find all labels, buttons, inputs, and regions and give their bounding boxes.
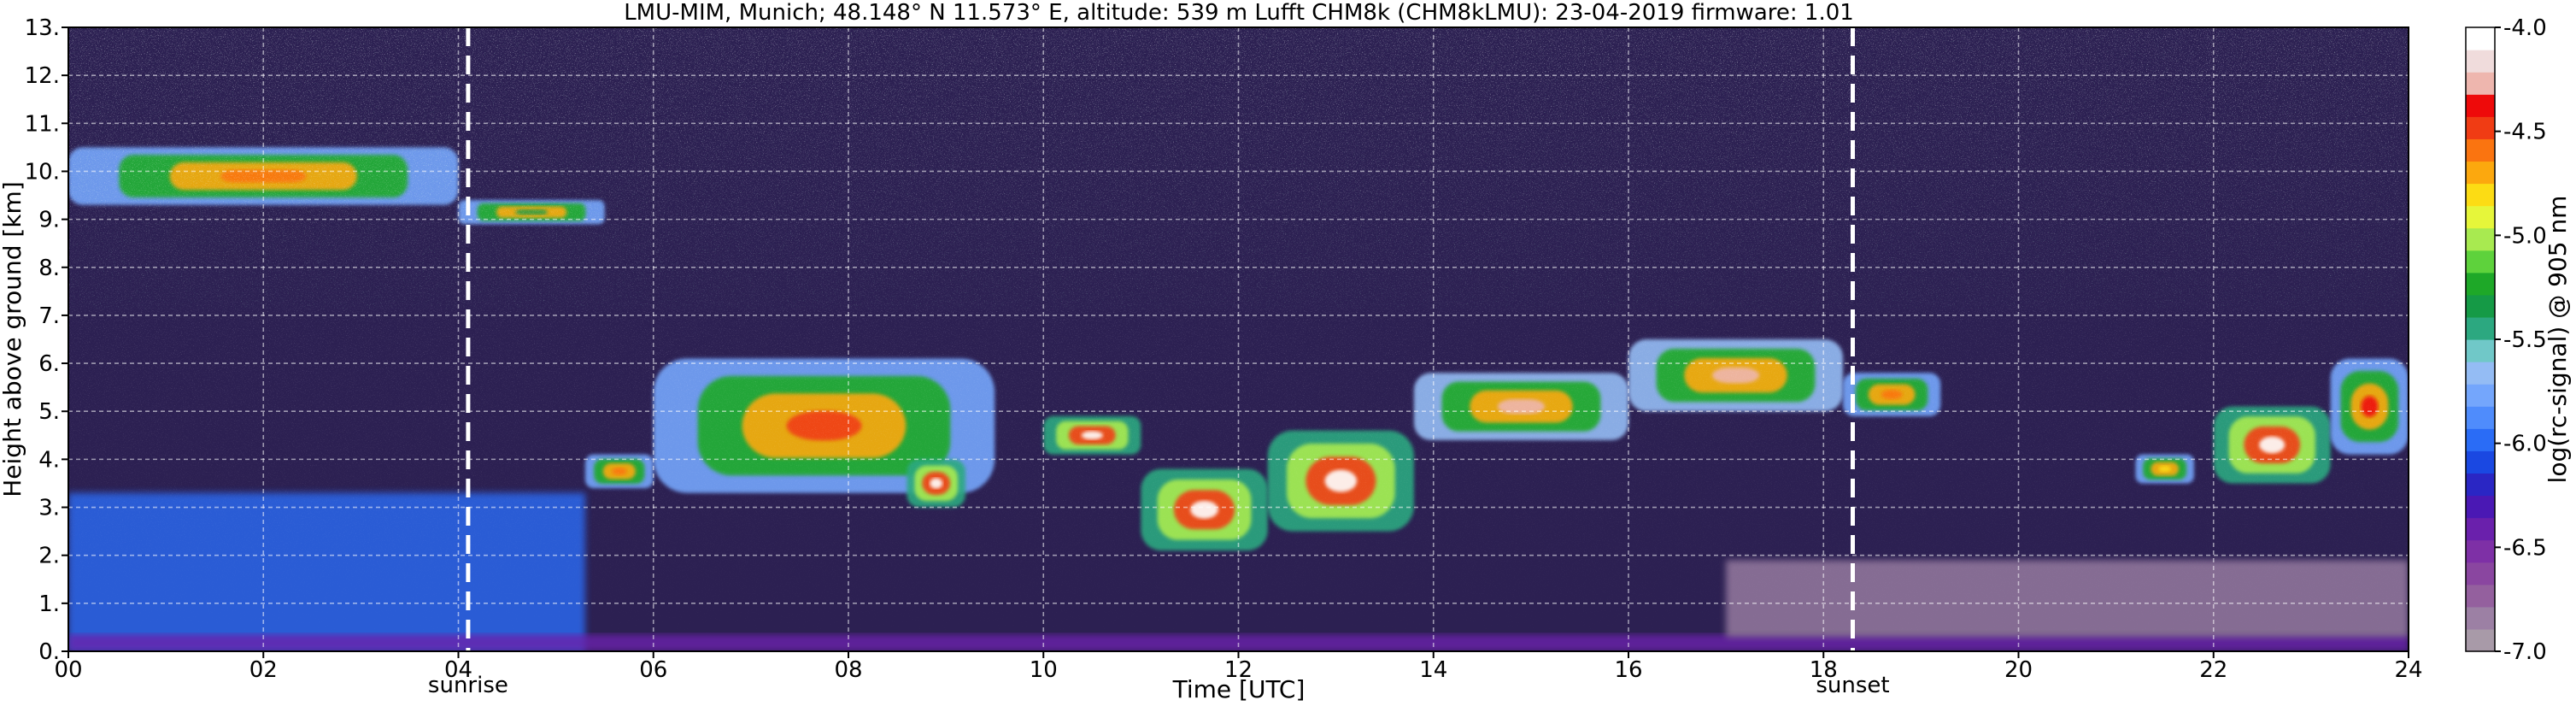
x-tick-label: 22 bbox=[2199, 657, 2227, 683]
colorbar-swatch bbox=[2466, 384, 2495, 407]
chart-title: LMU-MIM, Munich; 48.148° N 11.573° E, al… bbox=[624, 0, 1854, 26]
colorbar-swatch bbox=[2466, 562, 2495, 585]
colorbar-swatch bbox=[2466, 362, 2495, 385]
colorbar-swatch bbox=[2466, 183, 2495, 207]
y-axis-label: Height above ground [km] bbox=[0, 181, 26, 497]
y-tick-label: 1. bbox=[38, 591, 60, 617]
y-tick-label: 8. bbox=[38, 256, 60, 281]
colorbar-swatch bbox=[2466, 72, 2495, 95]
colorbar-swatch bbox=[2466, 495, 2495, 519]
colorbar-swatch bbox=[2466, 339, 2495, 362]
y-tick-label: 0. bbox=[38, 639, 60, 665]
colorbar-tick-label: -6.5 bbox=[2503, 535, 2547, 561]
colorbar-swatch bbox=[2466, 250, 2495, 274]
colorbar-swatch bbox=[2466, 227, 2495, 251]
sunrise-label: sunrise bbox=[428, 673, 508, 698]
y-tick-label: 13. bbox=[25, 15, 60, 41]
colorbar-swatch bbox=[2466, 138, 2495, 162]
colorbar-swatch bbox=[2466, 606, 2495, 630]
colorbar-tick-label: -5.0 bbox=[2503, 223, 2547, 249]
y-tick-label: 11. bbox=[25, 111, 60, 137]
colorbar-swatch bbox=[2466, 406, 2495, 429]
x-axis-label: Time [UTC] bbox=[1172, 675, 1306, 703]
sunset-label: sunset bbox=[1816, 673, 1889, 698]
y-tick-label: 2. bbox=[38, 544, 60, 569]
y-tick-label: 4. bbox=[38, 447, 60, 473]
x-tick-label: 02 bbox=[249, 657, 278, 683]
colorbar-swatch bbox=[2466, 517, 2495, 541]
x-tick-label: 08 bbox=[834, 657, 862, 683]
colorbar-swatch bbox=[2466, 428, 2495, 451]
colorbar-tick-label: -4.5 bbox=[2503, 120, 2547, 145]
colorbar-swatch bbox=[2466, 272, 2495, 296]
x-tick-label: 20 bbox=[2004, 657, 2033, 683]
x-tick-label: 04 bbox=[444, 657, 472, 683]
x-tick-label: 16 bbox=[1614, 657, 1642, 683]
x-tick-label: 10 bbox=[1030, 657, 1058, 683]
colorbar-swatch bbox=[2466, 50, 2495, 73]
colorbar-swatch bbox=[2466, 205, 2495, 229]
sun-events bbox=[466, 27, 1855, 651]
colorbar-swatch bbox=[2466, 584, 2495, 608]
event-labels: sunrise sunset bbox=[428, 673, 1890, 698]
colorbar-tick-label: -5.5 bbox=[2503, 327, 2547, 353]
colorbar-tick-label: -4.0 bbox=[2503, 15, 2547, 41]
y-tick-label: 9. bbox=[38, 208, 60, 233]
colorbar-swatch bbox=[2466, 628, 2495, 652]
x-tick-label: 18 bbox=[1810, 657, 1838, 683]
x-tick-label: 00 bbox=[54, 657, 82, 683]
x-tick-label: 12 bbox=[1224, 657, 1253, 683]
colorbar-tick-label: -6.0 bbox=[2503, 432, 2547, 457]
colorbar-swatch bbox=[2466, 316, 2495, 340]
y-tick-label: 7. bbox=[38, 303, 60, 329]
y-tick-label: 6. bbox=[38, 351, 60, 377]
colorbar-swatch bbox=[2466, 294, 2495, 318]
plot-area bbox=[68, 27, 2409, 651]
colorbar-tick-label: -7.0 bbox=[2503, 639, 2547, 665]
colorbar: -4.0 -4.5 -5.0 -5.5 -6.0 -6.5 -7.0 bbox=[2465, 15, 2547, 665]
y-tick-label: 10. bbox=[25, 159, 60, 185]
y-axis: 0. 1. 2. 3. 4. 5. 6. 7. 8. 9. 10. 11. 12. 13. bbox=[25, 15, 68, 665]
colorbar-label: log(rc-signal) @ 905 nm bbox=[2544, 196, 2572, 484]
colorbar-swatch bbox=[2466, 94, 2495, 117]
y-tick-label: 12. bbox=[25, 63, 60, 89]
y-tick-label: 3. bbox=[38, 496, 60, 521]
x-tick-label: 06 bbox=[639, 657, 667, 683]
x-tick-label: 14 bbox=[1419, 657, 1447, 683]
colorbar-swatch bbox=[2466, 450, 2495, 474]
colorbar-swatch bbox=[2466, 539, 2495, 563]
grid bbox=[68, 27, 2409, 651]
colorbar-swatch bbox=[2466, 161, 2495, 185]
x-axis: 00 02 04 06 08 10 12 14 16 18 20 22 24 bbox=[54, 651, 2423, 683]
y-tick-label: 5. bbox=[38, 399, 60, 425]
x-tick-label: 24 bbox=[2394, 657, 2422, 683]
colorbar-swatch bbox=[2466, 473, 2495, 497]
colorbar-swatch bbox=[2466, 116, 2495, 139]
colorbar-swatch bbox=[2466, 27, 2495, 50]
